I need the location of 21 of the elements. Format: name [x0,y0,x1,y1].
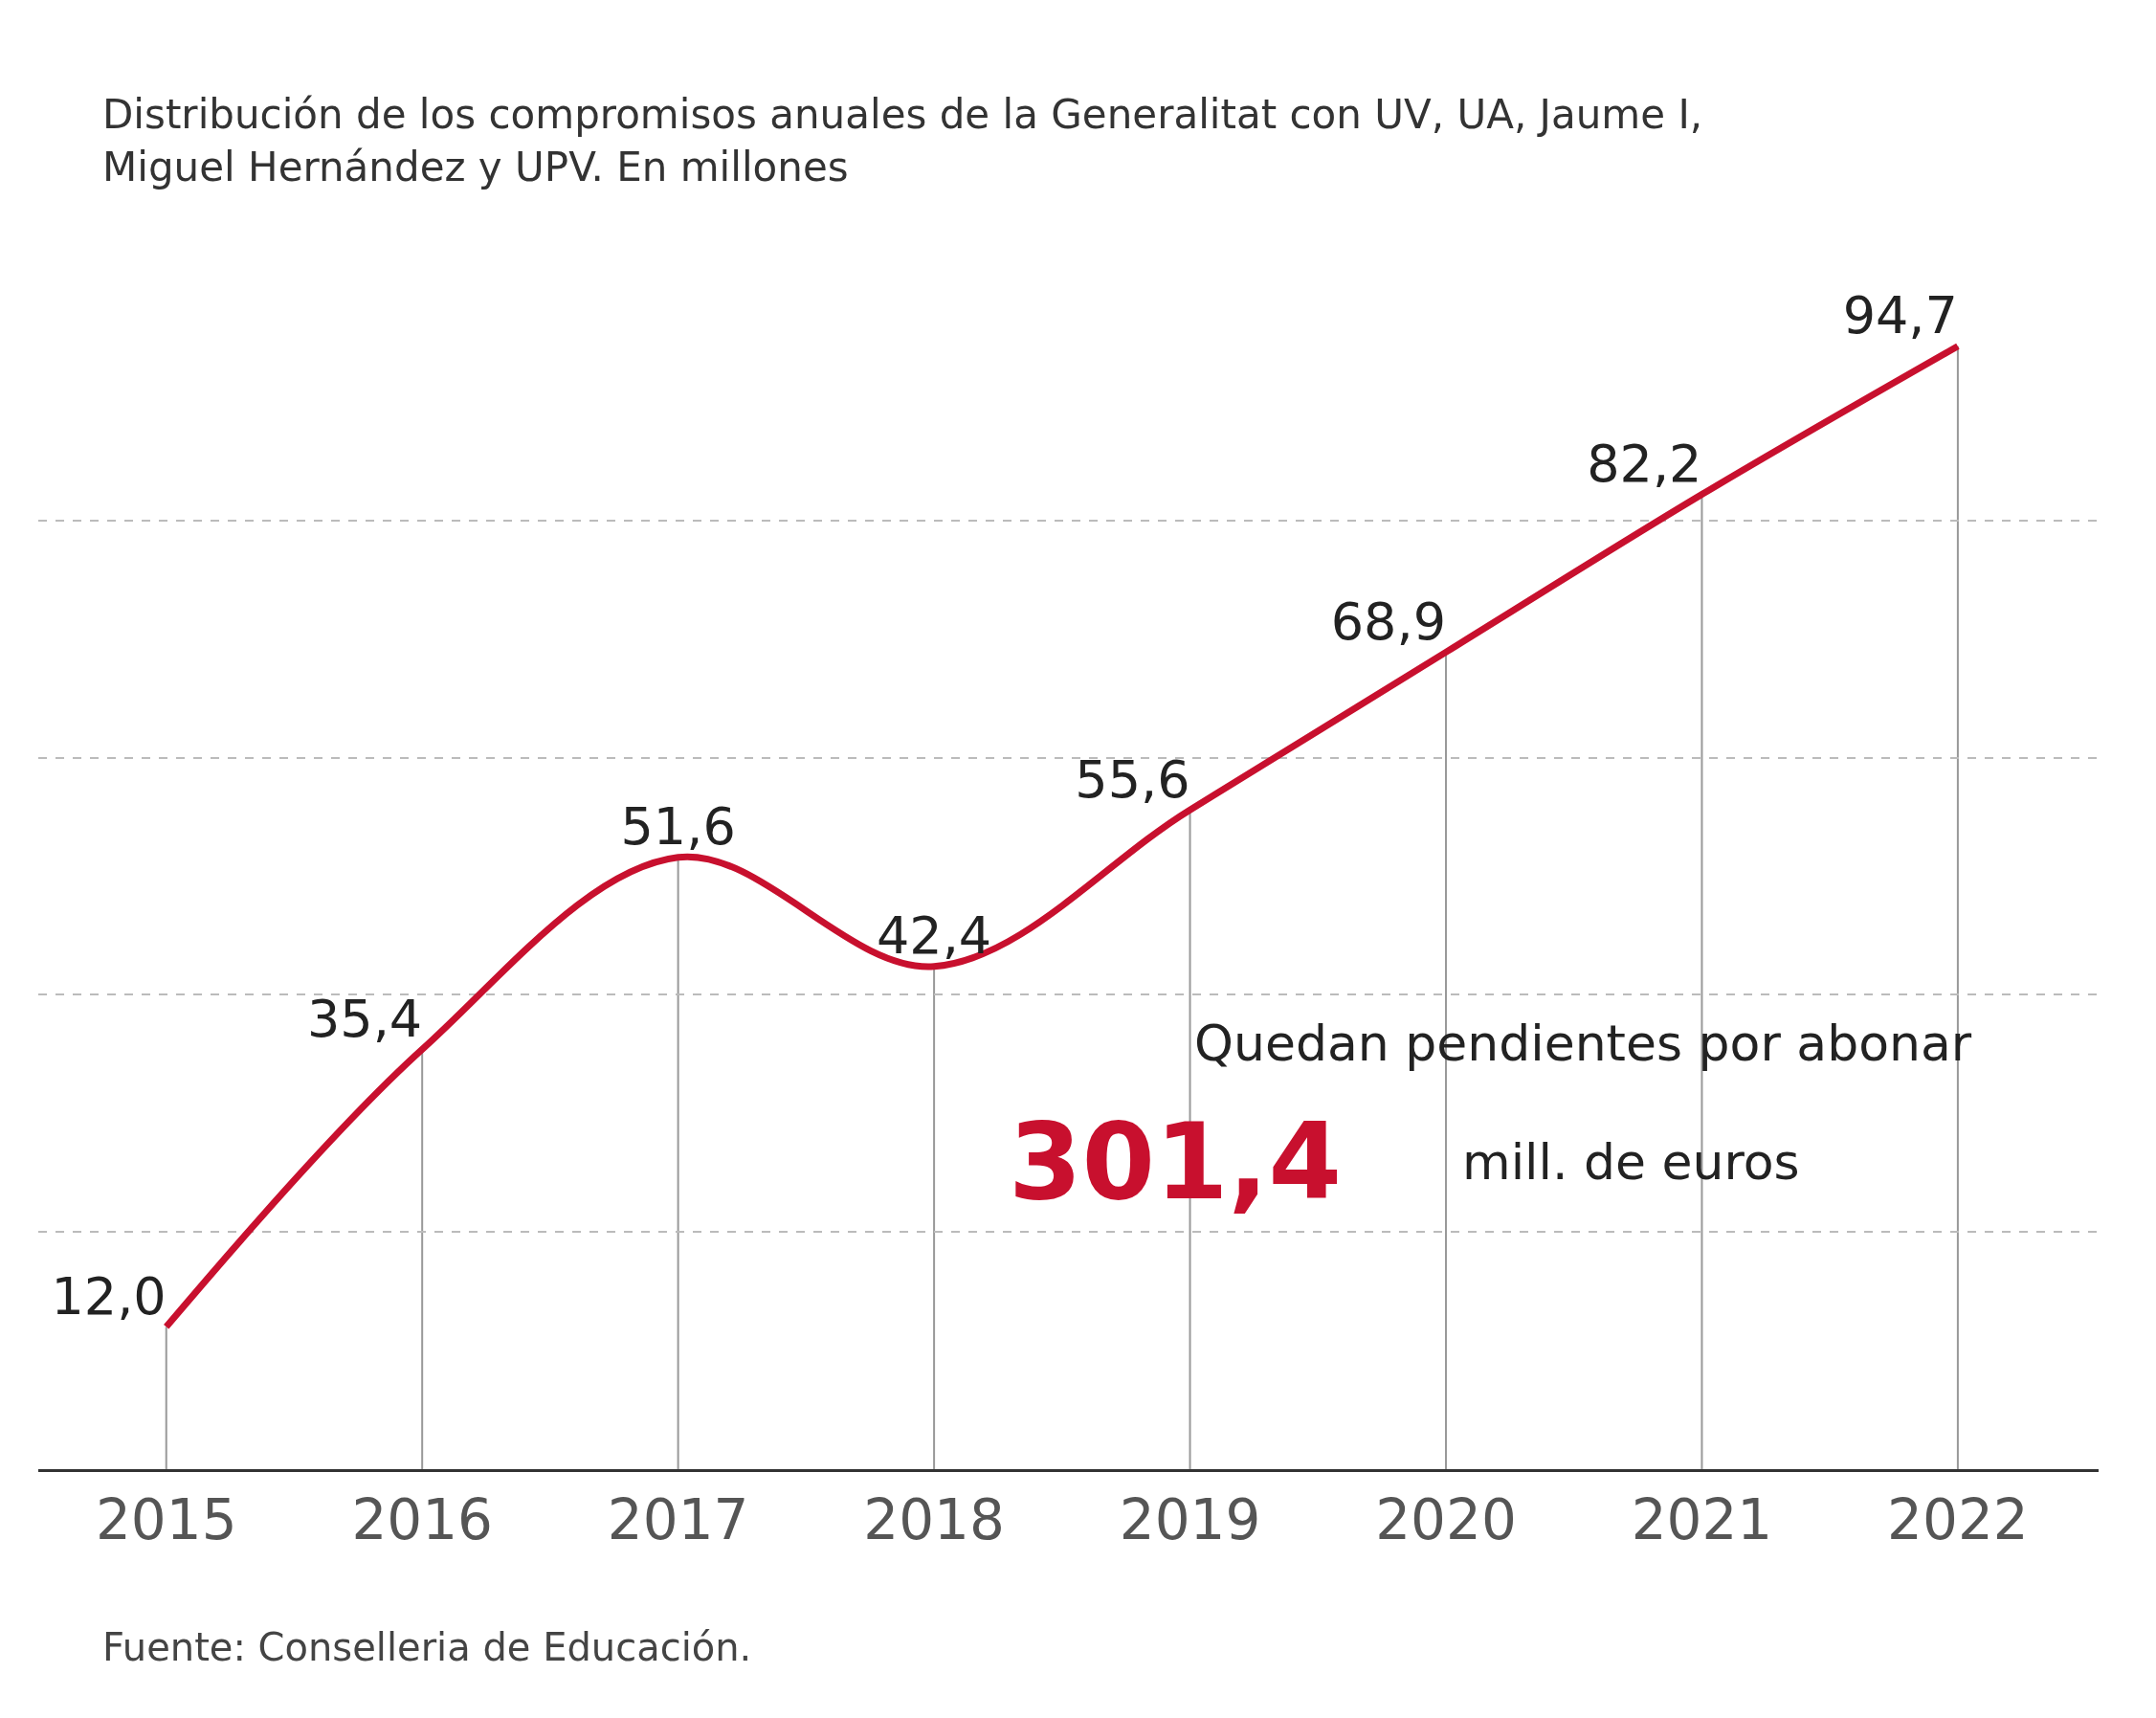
x-tick-label: 2016 [351,1486,493,1552]
annotation: 301,4 [1009,1101,1342,1223]
chart-subtitle: Distribución de los compromisos anuales de la Generalitat con UV, UA, Jaume I, Miguel Hernández y UPV. En millones [102,91,1703,190]
x-tick-label: 2020 [1375,1486,1517,1552]
data-label: 82,2 [1587,434,1702,495]
data-label: 94,7 [1842,285,1958,346]
data-label: 68,9 [1330,591,1446,652]
annotation: mill. de euros [1462,1133,1800,1191]
data-label: 35,4 [306,988,423,1049]
data-label: 51,6 [620,796,736,858]
data-label: 12,0 [51,1265,167,1327]
x-tick-label: 2019 [1119,1486,1261,1552]
x-tick-label: 2021 [1631,1486,1773,1552]
data-label: 55,6 [1075,748,1190,810]
source-note: Fuente: Conselleria de Educación. [102,1625,752,1669]
x-tick-label: 2018 [863,1486,1005,1552]
x-tick-label: 2017 [607,1486,749,1552]
x-tick-label: 2015 [95,1486,237,1552]
annotation: Quedan pendientes por abonar [1194,1015,1972,1072]
data-label: 42,4 [876,905,992,967]
x-tick-label: 2022 [1887,1486,2029,1552]
